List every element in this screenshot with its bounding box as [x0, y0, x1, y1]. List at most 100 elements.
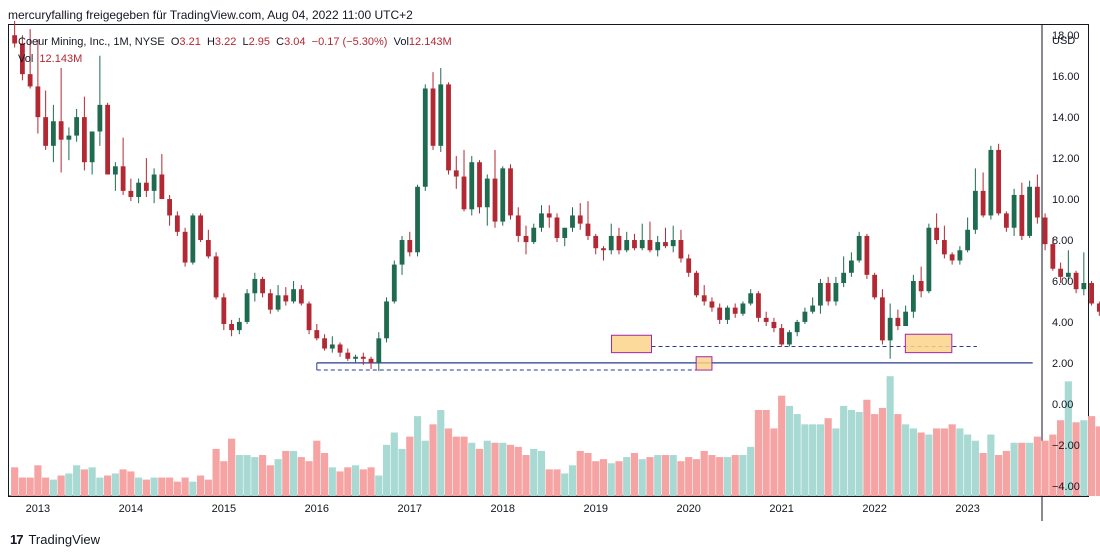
candle	[810, 297, 816, 314]
volume-bar	[1041, 440, 1049, 496]
candle-body	[771, 321, 777, 329]
volume-bar	[747, 446, 755, 496]
candle-body	[926, 227, 932, 292]
volume-bar	[468, 442, 476, 496]
candle	[616, 227, 622, 255]
volume-bar	[204, 479, 212, 496]
candle-body	[856, 235, 862, 261]
candle-body	[376, 338, 382, 363]
candle	[453, 156, 459, 189]
price-tick-label: −4.00	[1052, 481, 1080, 493]
candle	[1073, 270, 1079, 294]
candle	[461, 149, 467, 212]
volume-bar	[568, 465, 577, 496]
footer-branding[interactable]: 17 TradingView	[10, 532, 100, 547]
volume-bar	[785, 405, 793, 496]
candle	[841, 256, 847, 288]
candle-body	[554, 217, 560, 238]
volume-bar	[654, 455, 662, 496]
candle-body	[841, 272, 847, 284]
candle	[415, 184, 420, 257]
candle	[980, 172, 986, 218]
volume-bar	[57, 475, 65, 496]
candle-body	[1073, 272, 1079, 290]
volume-bar	[878, 407, 886, 496]
volume-bar	[685, 457, 693, 496]
candle-body	[492, 178, 498, 222]
candle	[771, 317, 777, 333]
volume-bar	[716, 457, 724, 496]
candle-body	[941, 240, 947, 255]
volume-bar	[452, 436, 460, 496]
candle-body	[740, 303, 746, 314]
candle-body	[484, 178, 490, 208]
candle	[1065, 250, 1071, 281]
volume-bar	[289, 450, 298, 496]
candle	[291, 280, 296, 304]
volume-bar	[599, 459, 608, 496]
candle	[725, 305, 730, 324]
volume-bar	[80, 469, 88, 496]
volume-bar	[638, 459, 646, 496]
volume-bar	[127, 471, 135, 496]
candle-body	[213, 256, 219, 298]
volume-bar	[1018, 442, 1026, 496]
candle-body	[12, 35, 18, 44]
candle	[1081, 252, 1087, 296]
candle-body	[562, 227, 568, 238]
volume-bar	[894, 414, 902, 496]
volume-bar	[801, 424, 809, 496]
volume-row-label: Vol	[18, 53, 34, 65]
volume-bar	[584, 452, 592, 496]
candle-body	[523, 235, 529, 243]
candle-body	[120, 166, 126, 191]
candle	[182, 227, 188, 267]
candle	[35, 39, 41, 134]
candle-body	[694, 272, 699, 296]
candle	[484, 174, 490, 226]
candle-body	[1065, 272, 1071, 277]
volume-bar	[824, 418, 832, 496]
candle	[267, 289, 273, 314]
time-tick-label: 2016	[305, 503, 329, 515]
candle	[655, 235, 661, 257]
candle	[391, 260, 397, 304]
volume-bar	[460, 436, 468, 496]
candle-body	[872, 274, 878, 298]
candle	[515, 207, 521, 243]
volume-bar	[88, 467, 96, 496]
candle-body	[1081, 283, 1087, 290]
symbol-name[interactable]: Coeur Mining, Inc., 1M, NYSE	[18, 36, 165, 48]
volume-bar	[537, 450, 546, 496]
low-value: 2.95	[248, 36, 271, 48]
volume-bar	[390, 432, 398, 496]
candle-body	[593, 235, 599, 249]
candle-body	[787, 332, 792, 345]
candle	[903, 305, 909, 327]
candle-body	[833, 283, 839, 302]
volume-bar	[359, 469, 367, 496]
volume-bar	[886, 376, 894, 496]
tradingview-logo-icon: 17	[10, 532, 24, 547]
candle	[136, 178, 142, 204]
candle	[624, 231, 630, 253]
candle-body	[864, 235, 870, 275]
volume-bar	[917, 432, 925, 496]
price-tick-label: 0.00	[1052, 399, 1073, 411]
highlight-box	[611, 334, 653, 354]
candle	[918, 266, 924, 298]
candle-body	[298, 289, 304, 304]
candle	[353, 354, 358, 363]
volume-bar	[1095, 426, 1100, 496]
candle-body	[322, 338, 327, 349]
candle	[523, 225, 529, 255]
volume-legend: Vol 12.143M	[18, 53, 82, 65]
candle	[864, 233, 870, 279]
candle-body	[399, 240, 405, 265]
price-tick-label: 2.00	[1052, 358, 1073, 370]
time-tick-label: 2017	[398, 503, 422, 515]
volume-bar	[576, 450, 584, 496]
time-tick-label: 2023	[955, 503, 979, 515]
candle-body	[616, 235, 622, 251]
